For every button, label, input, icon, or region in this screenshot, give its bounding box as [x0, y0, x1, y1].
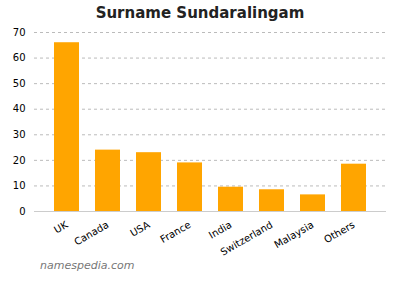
html-text:Surname Sundaralingam: Surname Sundaralingam — [95, 4, 305, 22]
svg-text:30: 30 — [13, 129, 26, 140]
svg-text:60: 60 — [13, 52, 26, 63]
svg-text:Switzerland: Switzerland — [219, 219, 275, 258]
svg-text:France: France — [158, 219, 192, 245]
svg-text:50: 50 — [13, 78, 26, 89]
svg-text:10: 10 — [13, 180, 26, 191]
svg-text:20: 20 — [13, 155, 26, 166]
svg-text:USA: USA — [128, 219, 152, 239]
svg-text:Malaysia: Malaysia — [272, 219, 315, 250]
svg-text:UK: UK — [52, 219, 70, 236]
svg-text:40: 40 — [13, 103, 26, 114]
html-text:namespedia.com: namespedia.com — [40, 259, 135, 272]
svg-text:Others: Others — [322, 219, 357, 245]
svg-text:70: 70 — [13, 27, 26, 38]
svg-text:India: India — [207, 219, 234, 241]
svg-text:0: 0 — [19, 206, 25, 217]
svg-text:Canada: Canada — [72, 219, 110, 248]
